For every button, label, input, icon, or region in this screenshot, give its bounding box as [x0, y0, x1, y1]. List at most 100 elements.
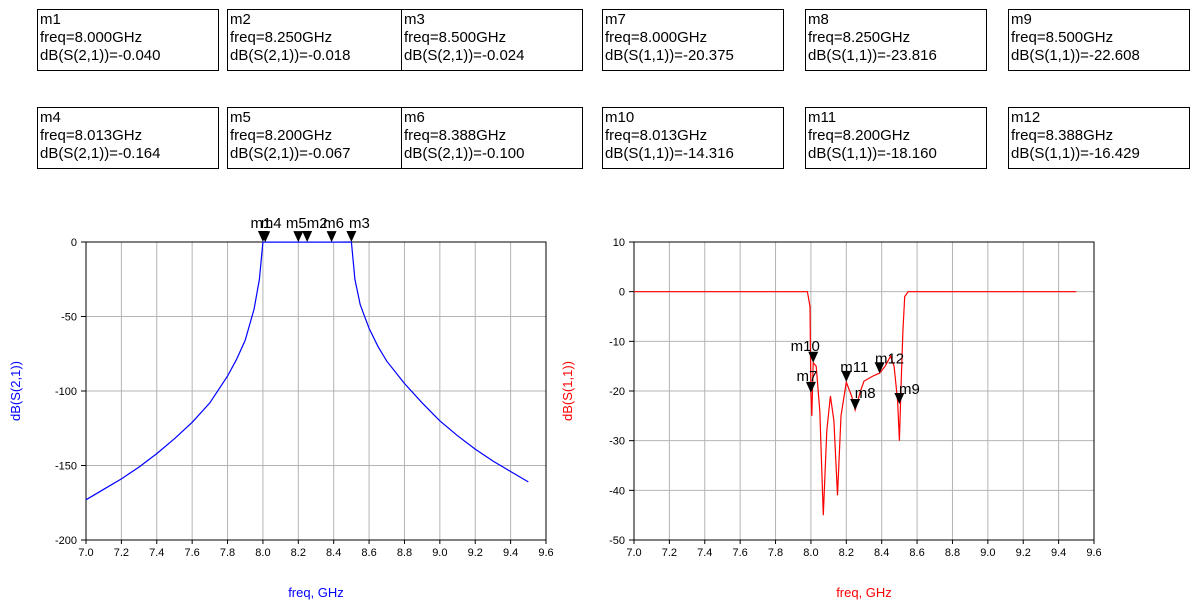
readout-m5: m5 freq=8.200GHz dB(S(2,1))=-0.067	[227, 107, 409, 169]
y-axis-title: dB(S(1,1))	[560, 361, 575, 421]
readout-marker: m3	[404, 11, 425, 28]
readout-freq: freq=8.500GHz	[404, 29, 507, 46]
marker-label-m9: m9	[899, 381, 920, 398]
readout-marker: m12	[1011, 109, 1041, 126]
readout-m12: m12 freq=8.388GHz dB(S(1,1))=-16.429	[1008, 107, 1190, 169]
readout-value: dB(S(2,1))=-0.100	[404, 145, 525, 162]
series-line	[85, 241, 529, 501]
readout-freq: freq=8.388GHz	[1011, 127, 1114, 144]
readout-m2: m2 freq=8.250GHz dB(S(2,1))=-0.018	[227, 9, 409, 71]
x-tick-label: 7.2	[114, 547, 129, 559]
readout-m9: m9 freq=8.500GHz dB(S(1,1))=-22.608	[1008, 9, 1190, 71]
marker-label-m10: m10	[791, 338, 820, 355]
marker-label-m7: m7	[797, 368, 818, 385]
plot-frame	[633, 241, 1095, 541]
marker-label-m5: m5	[286, 215, 307, 232]
x-tick-label: 8.8	[397, 547, 412, 559]
x-tick-label: 9.0	[980, 547, 995, 559]
y-tick-label: -50	[61, 312, 77, 324]
readout-m8: m8 freq=8.250GHz dB(S(1,1))=-23.816	[805, 9, 987, 71]
readout-marker: m6	[404, 109, 425, 126]
x-tick-label: 9.6	[538, 547, 553, 559]
readout-value: dB(S(2,1))=-0.067	[230, 145, 351, 162]
readout-marker: m10	[605, 109, 635, 126]
marker-m3	[346, 231, 357, 243]
readout-marker: m5	[230, 109, 251, 126]
y-tick-label: -40	[609, 485, 625, 497]
readout-m3: m3 freq=8.500GHz dB(S(2,1))=-0.024	[401, 9, 583, 71]
marker-m9	[894, 392, 905, 404]
x-tick-label: 8.8	[945, 547, 960, 559]
readout-m4: m4 freq=8.013GHz dB(S(2,1))=-0.164	[37, 107, 219, 169]
x-tick-label: 9.4	[503, 547, 518, 559]
x-axis-title: freq, GHz	[288, 585, 344, 600]
marker-label-m12: m12	[875, 350, 904, 367]
readout-value: dB(S(1,1))=-18.160	[808, 145, 937, 162]
x-tick-label: 8.0	[803, 547, 818, 559]
readout-value: dB(S(1,1))=-22.608	[1011, 47, 1140, 64]
x-tick-label: 8.2	[839, 547, 854, 559]
x-tick-label: 8.4	[326, 547, 341, 559]
marker-m5	[293, 231, 304, 243]
marker-m8	[850, 398, 861, 410]
x-tick-label: 7.6	[733, 547, 748, 559]
marker-label-m4: m4	[261, 215, 282, 232]
marker-label-m2: m2	[307, 215, 328, 232]
readout-marker: m8	[808, 11, 829, 28]
readout-value: dB(S(1,1))=-20.375	[605, 47, 734, 64]
x-tick-label: 7.2	[662, 547, 677, 559]
readout-freq: freq=8.388GHz	[404, 127, 507, 144]
readout-marker: m9	[1011, 11, 1032, 28]
readout-m7: m7 freq=8.000GHz dB(S(1,1))=-20.375	[602, 9, 784, 71]
marker-m11	[841, 370, 852, 382]
readout-value: dB(S(2,1))=-0.018	[230, 47, 351, 64]
readout-value: dB(S(1,1))=-23.816	[808, 47, 937, 64]
readout-freq: freq=8.250GHz	[230, 29, 333, 46]
x-tick-label: 7.0	[78, 547, 93, 559]
readout-freq: freq=8.500GHz	[1011, 29, 1114, 46]
readout-marker: m1	[40, 11, 61, 28]
marker-label-m6: m6	[323, 215, 344, 232]
x-tick-label: 9.2	[468, 547, 483, 559]
marker-label-m8: m8	[855, 385, 876, 402]
x-tick-label: 8.2	[291, 547, 306, 559]
marker-m10	[808, 351, 819, 363]
marker-m7	[805, 381, 816, 393]
readout-m6: m6 freq=8.388GHz dB(S(2,1))=-0.100	[401, 107, 583, 169]
y-tick-label: -50	[609, 535, 625, 547]
y-tick-label: 10	[613, 237, 625, 249]
marker-m12	[874, 362, 885, 374]
marker-label-m3: m3	[349, 215, 370, 232]
x-tick-label: 9.2	[1016, 547, 1031, 559]
x-tick-label: 7.8	[220, 547, 235, 559]
y-tick-label: -100	[55, 386, 77, 398]
readout-freq: freq=8.200GHz	[230, 127, 333, 144]
readout-marker: m2	[230, 11, 251, 28]
x-tick-label: 9.6	[1086, 547, 1101, 559]
readout-marker: m11	[808, 109, 837, 126]
readout-value: dB(S(1,1))=-16.429	[1011, 145, 1140, 162]
readout-freq: freq=8.250GHz	[808, 29, 911, 46]
y-tick-label: -30	[609, 436, 625, 448]
readout-value: dB(S(2,1))=-0.040	[40, 47, 161, 64]
readout-marker: m7	[605, 11, 626, 28]
marker-label-m11: m11	[840, 359, 868, 376]
readout-freq: freq=8.013GHz	[605, 127, 708, 144]
x-axis-title: freq, GHz	[836, 585, 892, 600]
x-tick-label: 8.4	[874, 547, 889, 559]
x-tick-label: 7.8	[768, 547, 783, 559]
readout-m11: m11 freq=8.200GHz dB(S(1,1))=-18.160	[805, 107, 987, 169]
y-tick-label: -150	[55, 461, 77, 473]
readout-freq: freq=8.013GHz	[40, 127, 143, 144]
y-axis-title: dB(S(2,1))	[8, 361, 23, 421]
readout-value: dB(S(1,1))=-14.316	[605, 145, 734, 162]
x-tick-label: 7.4	[697, 547, 712, 559]
readout-value: dB(S(2,1))=-0.164	[40, 145, 161, 162]
marker-m6	[326, 231, 337, 243]
chart-2: 7.0 7.2 7.4 7.6 7.8 8.0 8.2 8.4 8.6 8.8 9.0 9.2 9.4 9…	[560, 237, 1102, 600]
readout-value: dB(S(2,1))=-0.024	[404, 47, 525, 64]
y-tick-label: -200	[55, 535, 77, 547]
readout-m1: m1 freq=8.000GHz dB(S(2,1))=-0.040	[37, 9, 219, 71]
marker-label-m1: m1	[251, 215, 272, 232]
